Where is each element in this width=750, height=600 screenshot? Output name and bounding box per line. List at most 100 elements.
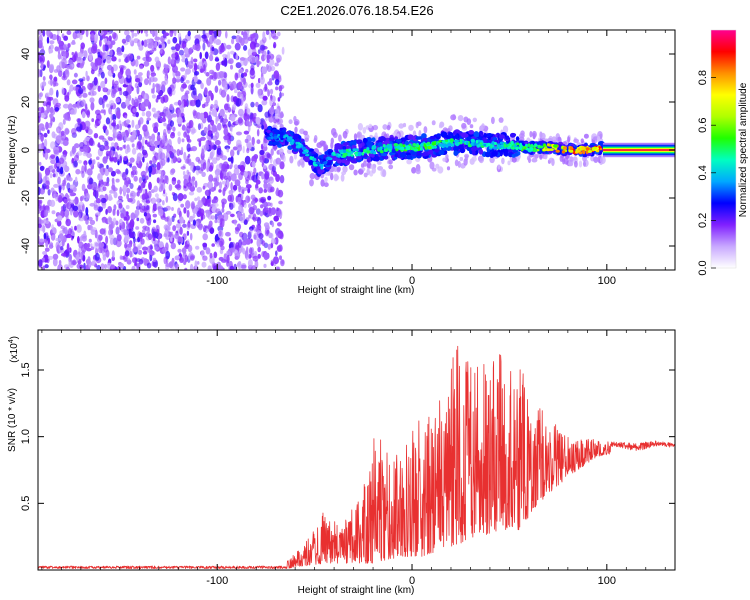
heatmap-cell [163,256,167,265]
spectrogram-x-tick-label: 100 [598,275,616,287]
heatmap-cell [186,125,191,134]
heatmap-cell [116,209,120,217]
heatmap-cell [166,144,171,153]
heatmap-cell [105,129,109,136]
heatmap-cell [450,144,455,147]
heatmap-cell [498,117,504,123]
heatmap-cell [211,199,217,204]
heatmap-cell [212,157,218,164]
heatmap-cell [226,171,232,179]
heatmap-cell [319,140,326,146]
heatmap-cell [127,198,133,203]
heatmap-cell [127,74,131,79]
heatmap-cell [256,129,260,137]
snr-y-tick-label: 1.0 [20,429,32,444]
heatmap-cell [129,183,134,189]
heatmap-cell [150,189,155,194]
heatmap-cell [138,232,144,240]
heatmap-cell [256,238,261,248]
heatmap-marks [38,30,675,270]
heatmap-cell [207,41,211,48]
heatmap-cell [124,30,130,36]
heatmap-cell [247,124,251,133]
heatmap-cell [234,42,241,51]
heatmap-cell [205,95,210,104]
heatmap-cell [160,96,165,104]
heatmap-cell [366,147,370,151]
heatmap-cell [269,98,273,107]
heatmap-cell [119,65,125,70]
heatmap-cell [116,133,123,141]
heatmap-cell [46,104,51,114]
heatmap-cell [350,159,358,164]
heatmap-cell [94,123,98,129]
heatmap-cell [581,146,585,150]
heatmap-cell [138,176,142,184]
heatmap-cell [77,236,80,244]
heatmap-cell [95,214,99,222]
heatmap-cell [38,227,41,235]
heatmap-cell [98,135,105,140]
heatmap-cell [69,199,76,205]
heatmap-cell [257,49,261,55]
heatmap-cell [171,177,177,182]
heatmap-cell [363,172,368,178]
heatmap-cell [453,146,459,152]
snr-x-axis: -100 0 100 [41,330,666,587]
heatmap-cell [569,149,574,153]
heatmap-cell [453,150,459,156]
heatmap-cell [64,127,70,135]
heatmap-cell [102,44,106,52]
heatmap-cell [85,30,89,38]
heatmap-cell [149,244,153,250]
heatmap-cell [591,148,595,151]
heatmap-cell [119,262,124,269]
heatmap-cell [83,160,88,166]
heatmap-cell [243,219,248,225]
heatmap-cell [216,147,222,156]
heatmap-cell [193,75,198,83]
heatmap-cell [253,42,260,48]
heatmap-cell [578,160,583,168]
heatmap-cell [175,78,181,83]
heatmap-cell [250,101,255,108]
heatmap-cell [293,115,297,122]
heatmap-cell [136,152,143,162]
heatmap-cell [470,146,477,152]
heatmap-cell [372,124,379,131]
heatmap-cell [568,161,574,167]
heatmap-cell [426,141,431,146]
heatmap-cell [148,77,152,86]
heatmap-cell [129,219,135,228]
heatmap-cell [211,124,217,133]
heatmap-cell [258,187,264,194]
heatmap-cell [226,254,230,264]
heatmap-cell [341,171,346,176]
heatmap-cell [38,34,43,44]
heatmap-cell [239,113,244,119]
heatmap-cell [96,264,101,270]
heatmap-cell [97,161,101,168]
heatmap-cell [332,157,338,161]
heatmap-cell [515,136,520,141]
heatmap-cell [247,259,253,268]
heatmap-cell [202,255,208,261]
heatmap-cell [262,31,266,40]
heatmap-cell [100,197,107,204]
heatmap-cell [140,238,145,245]
heatmap-cell [87,183,93,190]
heatmap-cell [180,166,186,170]
heatmap-cell [523,146,527,150]
heatmap-cell [486,133,493,137]
heatmap-cell [192,213,196,219]
heatmap-cell [299,148,304,155]
heatmap-cell [497,164,501,170]
heatmap-cell [187,239,190,245]
heatmap-cell [260,198,266,203]
colorbar-tick-label: 0.8 [697,70,709,85]
heatmap-cell [428,149,434,155]
heatmap-cell [172,65,178,73]
heatmap-cell [145,165,149,174]
heatmap-cell [58,260,62,265]
heatmap-cell [38,172,43,181]
